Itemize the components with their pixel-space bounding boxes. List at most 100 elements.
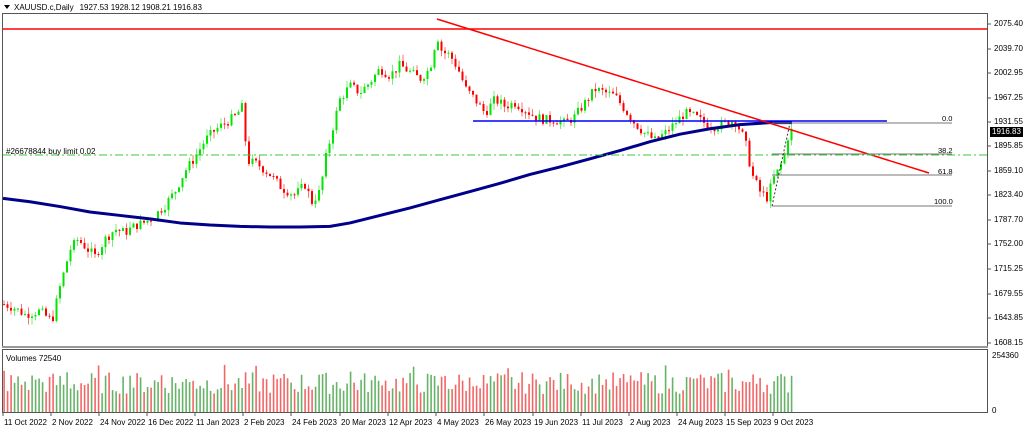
bull-candle — [430, 67, 432, 71]
bear-candle — [248, 141, 250, 164]
bear-candle — [503, 99, 506, 107]
volume-bar — [157, 382, 159, 412]
volume-bar — [314, 386, 317, 412]
bull-candle — [773, 176, 775, 184]
bear-candle — [227, 124, 229, 126]
volume-bar — [115, 391, 117, 412]
bear-candle — [486, 111, 488, 115]
volume-bar — [286, 378, 289, 412]
bear-candle — [713, 128, 716, 132]
bull-candle — [73, 240, 75, 250]
volume-bar — [311, 389, 313, 412]
dropdown-triangle-icon[interactable] — [4, 5, 10, 9]
bull-candle — [423, 79, 425, 81]
bull-candle — [664, 130, 667, 135]
time-axis-label: 4 May 2023 — [437, 418, 479, 427]
bull-candle — [545, 115, 548, 124]
bull-candle — [34, 315, 37, 317]
volume-bar — [17, 376, 19, 412]
price-axis-label: 1715.25 — [994, 264, 1023, 273]
volume-bar — [202, 388, 205, 412]
volume-bar — [241, 387, 243, 412]
fib-level-0: 0.0 — [942, 114, 953, 123]
bear-candle — [633, 120, 635, 124]
bear-candle — [496, 96, 499, 104]
volume-bar — [349, 371, 352, 412]
volume-bar — [402, 377, 404, 412]
time-axis-label: 26 May 2023 — [485, 418, 532, 427]
bear-candle — [444, 50, 446, 54]
bull-candle — [157, 211, 159, 220]
bull-candle — [447, 52, 450, 54]
bull-candle — [643, 132, 646, 134]
volume-indicator-label: Volumes 72540 — [6, 354, 62, 363]
volume-bar — [356, 389, 359, 412]
bear-candle — [612, 91, 614, 94]
bear-candle — [304, 184, 306, 189]
time-axis-label: 24 Aug 2023 — [678, 418, 723, 427]
bull-candle — [391, 71, 394, 79]
pending-order-label[interactable]: #26678844 buy limit 0.02 — [6, 147, 96, 156]
volume-bar — [167, 392, 170, 412]
volume-bar — [598, 374, 600, 412]
volume-bar — [713, 377, 716, 412]
volume-bar — [514, 388, 516, 412]
volume-bar — [199, 385, 201, 412]
bull-candle — [335, 110, 338, 131]
bull-candle — [339, 98, 341, 111]
bear-candle — [668, 130, 670, 132]
bear-candle — [388, 77, 390, 79]
bull-candle — [398, 61, 401, 73]
volume-bar — [430, 374, 432, 412]
bull-candle — [577, 107, 579, 115]
bear-candle — [738, 125, 740, 130]
volume-bar — [468, 377, 471, 412]
volume-bar — [552, 380, 555, 412]
bull-candle — [69, 249, 72, 262]
volume-bar — [626, 382, 628, 412]
volume-bar — [83, 384, 86, 412]
bear-candle — [80, 240, 82, 243]
bear-candle — [542, 114, 544, 124]
main-frame — [2, 13, 988, 348]
bull-candle — [290, 194, 292, 196]
bear-candle — [45, 308, 47, 316]
bear-candle — [689, 108, 691, 113]
volume-bar — [31, 375, 33, 412]
bear-candle — [272, 176, 275, 178]
bear-candle — [419, 75, 422, 81]
volume-bar — [118, 393, 121, 412]
volume-bar — [752, 374, 754, 412]
bear-candle — [143, 220, 145, 223]
bear-candle — [650, 132, 653, 138]
volume-bar — [48, 376, 51, 412]
volume-bar — [591, 378, 593, 412]
volume-bar — [493, 381, 495, 412]
volume-bar — [496, 373, 499, 412]
volume-bar — [776, 376, 779, 412]
volume-bar — [332, 384, 334, 412]
bear-candle — [213, 130, 215, 132]
volume-bar — [227, 384, 229, 412]
volume-bar — [325, 372, 327, 412]
volume-bar — [178, 388, 180, 412]
bear-candle — [762, 191, 765, 193]
bear-candle — [552, 122, 555, 124]
volume-bar — [762, 392, 765, 412]
volume-bar — [615, 385, 618, 412]
bull-candle — [216, 127, 219, 132]
bear-candle — [255, 158, 257, 161]
downtrend-line — [436, 18, 930, 174]
volume-bar — [171, 377, 173, 412]
bull-candle — [433, 50, 436, 68]
volume-bar — [206, 380, 208, 412]
volume-bar — [783, 376, 786, 412]
bear-candle — [48, 315, 51, 317]
bull-candle — [493, 96, 495, 104]
volume-bar — [535, 379, 537, 412]
bull-candle — [202, 143, 205, 150]
price-axis-label: 1895.85 — [994, 141, 1023, 150]
bull-candle — [178, 187, 180, 192]
